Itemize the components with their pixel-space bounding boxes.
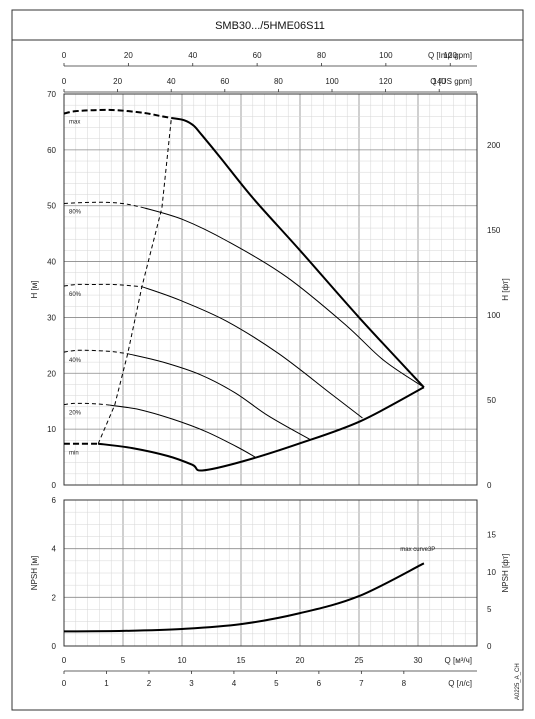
top-axis-imp-tick-label: 120 — [444, 51, 458, 60]
top-axis-us-tick-label: 60 — [220, 77, 229, 86]
npsh-curve-max-curve3P — [63, 562, 425, 633]
bottom-axis-ls-tick-label: 6 — [317, 679, 322, 688]
head-ytick-left: 50 — [47, 202, 56, 211]
bottom-axis-ls-tick-label: 5 — [274, 679, 279, 688]
bottom-axis-m3h-tick-label: 0 — [62, 656, 67, 665]
top-axis-us-tick-label: 20 — [113, 77, 122, 86]
top-axis-us-tick-label: 0 — [62, 77, 67, 86]
npsh-ytick-left: 4 — [52, 545, 57, 554]
head-curve-40pct — [127, 353, 311, 441]
top-axis-us-tick-label: 80 — [274, 77, 283, 86]
head-ytick-left: 0 — [52, 481, 57, 490]
head-ytick-right: 0 — [487, 481, 492, 490]
head-curve-60pct-dashed — [63, 283, 142, 288]
head-curve-40pct-dashed — [63, 349, 128, 355]
head-curve-label-60pct: 60% — [69, 292, 82, 298]
head-curve-label-min: min — [69, 451, 79, 457]
sheet-border — [11, 9, 524, 711]
head-ytick-right: 50 — [487, 396, 496, 405]
bottom-axis-m3h-tick-label: 25 — [355, 656, 364, 665]
head-curve-max — [171, 117, 425, 388]
head-ytick-left: 30 — [47, 313, 56, 322]
bottom-axis-ls-tick-label: 2 — [147, 679, 152, 688]
head-curve-20pct — [109, 404, 256, 458]
top-axis-us-tick-label: 100 — [325, 77, 339, 86]
bottom-axis-ls-tick-label: 1 — [104, 679, 109, 688]
bottom-axis-m3h-tick-label: 5 — [121, 656, 126, 665]
head-ytick-left: 40 — [47, 258, 56, 267]
bottom-axis-m3h-tick-label: 20 — [296, 656, 305, 665]
bottom-axis-m3h-tick-label: 10 — [178, 656, 187, 665]
head-ytick-left: 70 — [47, 90, 56, 99]
bottom-axis-label-m3h: Q [м³/ч] — [445, 656, 472, 665]
bottom-axis-m3h-tick-label: 30 — [414, 656, 423, 665]
npsh-curve-label: max curve3P — [400, 547, 435, 553]
npsh-ytick-right: 5 — [487, 605, 492, 614]
top-axis-imp-tick-label: 40 — [188, 51, 197, 60]
head-curve-min — [98, 386, 425, 472]
top-axis-us-tick-label: 140 — [433, 77, 447, 86]
head-ytick-right: 200 — [487, 141, 501, 150]
npsh-ytick-left: 0 — [52, 642, 57, 651]
top-axis-us-tick-label: 40 — [167, 77, 176, 86]
head-ytick-right: 150 — [487, 226, 501, 235]
npsh-ylabel-left: NPSH [м] — [30, 556, 39, 590]
npsh-ytick-left: 6 — [52, 496, 57, 505]
head-curve-20pct-dashed — [63, 402, 111, 406]
top-axis-label-us: Q [US gpm] — [430, 77, 472, 86]
bottom-axis-ls-tick-label: 3 — [189, 679, 194, 688]
head-curve-label-80pct: 80% — [69, 209, 82, 215]
top-axis-us-tick-label: 120 — [379, 77, 393, 86]
npsh-ytick-right: 10 — [487, 568, 496, 577]
npsh-ytick-right: 0 — [487, 642, 492, 651]
top-axis-imp-tick-label: 100 — [379, 51, 393, 60]
head-curve-label-40pct: 40% — [69, 358, 82, 364]
head-plot-frame — [63, 93, 478, 486]
head-ytick-left: 20 — [47, 369, 56, 378]
head-curve-label-20pct: 20% — [69, 411, 82, 417]
top-axis-label-imp: Q [Imp gpm] — [428, 51, 472, 60]
head-ytick-left: 60 — [47, 146, 56, 155]
bottom-axis-ls-tick-label: 8 — [402, 679, 407, 688]
npsh-ylabel-right: NPSH [фт] — [501, 554, 510, 593]
npsh-ytick-left: 2 — [52, 593, 57, 602]
head-curve-label-max: max — [69, 120, 80, 126]
npsh-plot-frame — [63, 499, 478, 647]
top-axis-imp-tick-label: 20 — [124, 51, 133, 60]
head-curve-system — [97, 117, 172, 444]
head-curve-max-dashed — [63, 108, 172, 119]
head-curve-80pct-dashed — [63, 201, 145, 209]
top-axis-imp-tick-label: 80 — [317, 51, 326, 60]
head-curve-80pct — [144, 207, 425, 388]
bottom-axis-ls-tick-label: 4 — [232, 679, 237, 688]
drawing-code: A0225_A_CH — [515, 663, 521, 700]
head-curve-60pct — [141, 286, 363, 419]
npsh-ytick-right: 15 — [487, 531, 496, 540]
bottom-axis-m3h-tick-label: 15 — [237, 656, 246, 665]
bottom-axis-label-ls: Q [л/с] — [448, 679, 472, 688]
top-axis-imp-tick-label: 60 — [253, 51, 262, 60]
head-ylabel-right: H [фт] — [501, 278, 510, 301]
top-axis-imp-tick-label: 0 — [62, 51, 67, 60]
bottom-axis-ls-tick-label: 0 — [62, 679, 67, 688]
bottom-axis-ls-tick-label: 7 — [359, 679, 364, 688]
head-ytick-left: 10 — [47, 425, 56, 434]
head-ytick-right: 100 — [487, 311, 501, 320]
chart-title: SMB30.../5HME06S11 — [215, 20, 325, 32]
head-ylabel-left: H [м] — [30, 281, 39, 299]
